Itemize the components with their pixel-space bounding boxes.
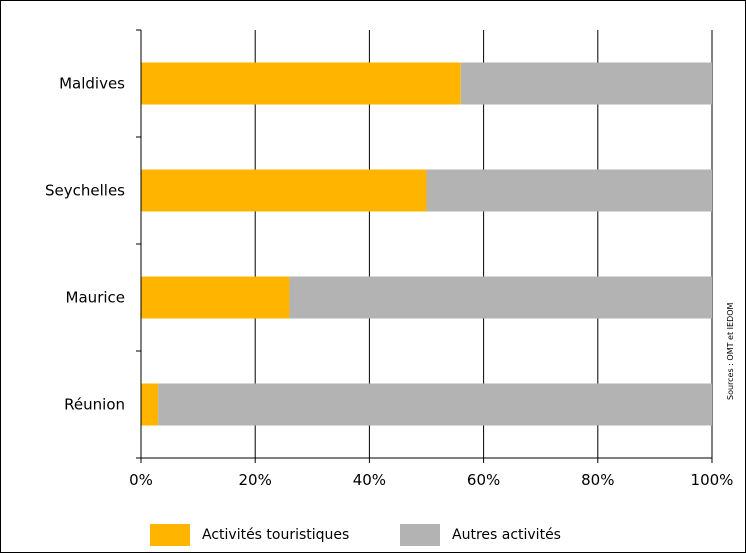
x-tick-label: 80%: [581, 471, 614, 489]
bar-other: [158, 383, 712, 426]
x-tick-label: 100%: [691, 471, 734, 489]
x-tick-label: 40%: [353, 471, 386, 489]
bar-other: [289, 276, 712, 319]
category-label: Réunion: [64, 396, 125, 414]
bar-tourism: [141, 383, 159, 426]
bar-other: [426, 169, 712, 212]
category-label: Maldives: [59, 75, 125, 93]
source-note: Sources : OMT et IEDOM: [726, 302, 735, 400]
x-tick-label: 0%: [129, 471, 153, 489]
x-tick-label: 60%: [467, 471, 500, 489]
legend-item-tourism: Activités touristiques: [150, 523, 349, 547]
legend-swatch-tourism: [150, 524, 190, 546]
legend-swatch-other: [400, 524, 440, 546]
legend-label-tourism: Activités touristiques: [202, 527, 350, 543]
category-label: Seychelles: [45, 182, 125, 200]
axes: [136, 29, 713, 463]
bars: [141, 62, 712, 426]
bar-tourism: [141, 276, 290, 319]
bar-tourism: [141, 169, 427, 212]
bar-other: [460, 62, 712, 105]
x-tick-label: 20%: [239, 471, 272, 489]
labels: 0% 20% 40% 60% 80% 100% Maldives Seychelles Maur…: [45, 75, 733, 490]
bar-tourism: [141, 62, 461, 105]
category-label: Maurice: [66, 289, 125, 307]
legend-item-other: Autres activités: [400, 523, 561, 547]
legend-label-other: Autres activités: [452, 527, 561, 543]
